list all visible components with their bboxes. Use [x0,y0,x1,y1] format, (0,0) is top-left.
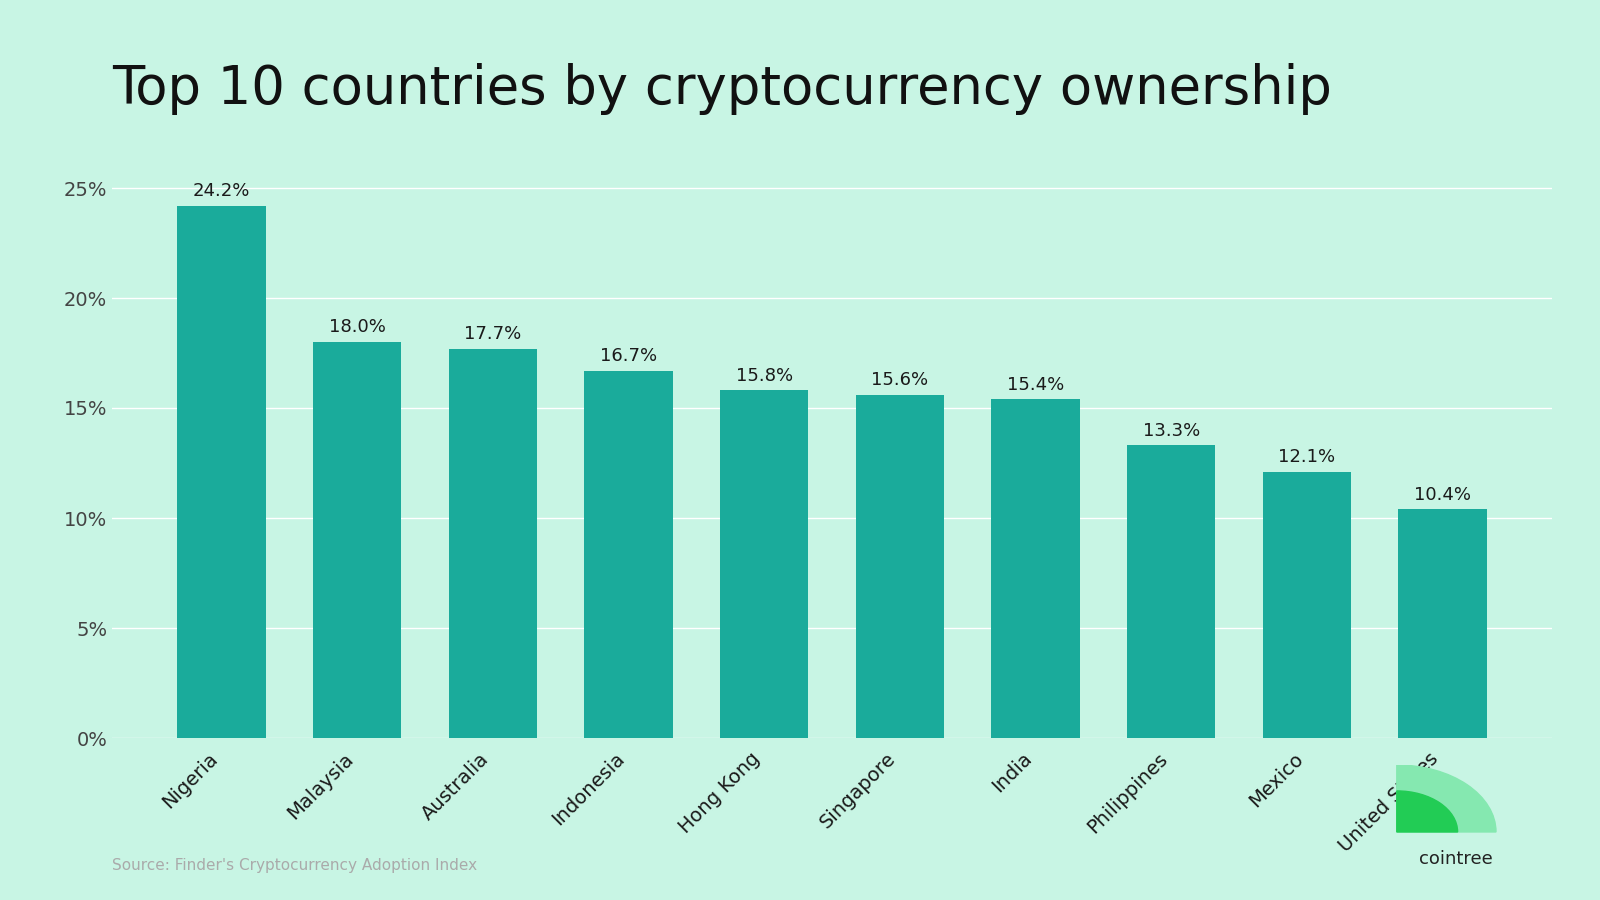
Wedge shape [1397,765,1496,832]
Text: 17.7%: 17.7% [464,325,522,343]
Text: 15.4%: 15.4% [1006,375,1064,393]
Bar [314,342,402,738]
Text: 24.2%: 24.2% [194,182,250,200]
Bar [448,348,538,738]
Text: 13.3%: 13.3% [1142,422,1200,440]
Text: Top 10 countries by cryptocurrency ownership: Top 10 countries by cryptocurrency owner… [112,63,1331,115]
Text: 18.0%: 18.0% [328,319,386,337]
Text: 16.7%: 16.7% [600,347,658,365]
Bar [178,205,266,738]
Text: 10.4%: 10.4% [1414,486,1470,504]
Text: 12.1%: 12.1% [1278,448,1336,466]
Wedge shape [1397,791,1458,832]
Text: Source: Finder's Cryptocurrency Adoption Index: Source: Finder's Cryptocurrency Adoption… [112,858,477,873]
Bar [1262,472,1350,738]
Bar [1126,446,1216,738]
Text: 15.8%: 15.8% [736,367,792,385]
Bar [584,371,672,738]
Bar [992,400,1080,738]
Bar [720,391,808,738]
Bar [856,395,944,738]
Text: 15.6%: 15.6% [872,372,928,390]
Text: cointree: cointree [1419,850,1493,868]
Bar [1398,509,1486,738]
